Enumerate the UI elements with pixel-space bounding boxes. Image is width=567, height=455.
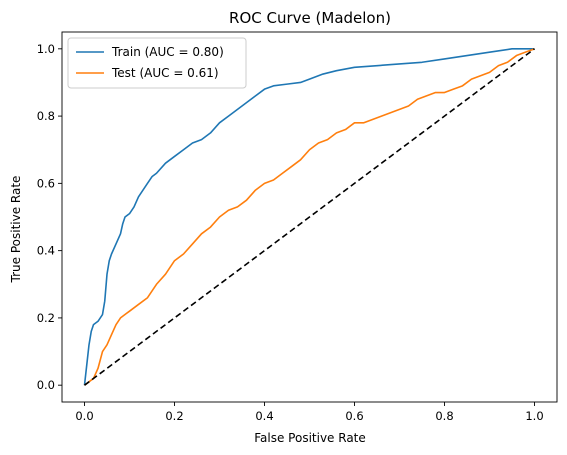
legend: Train (AUC = 0.80) Test (AUC = 0.61)	[67, 37, 247, 89]
y-axis-ticks: 0.0 0.2 0.4 0.6 0.8 1.0	[37, 42, 62, 392]
x-tick-label: 0.2	[165, 409, 183, 423]
axes-frame	[61, 31, 558, 403]
train-roc-line	[83, 48, 535, 386]
plot-area	[61, 31, 558, 403]
x-tick-label: 1.0	[525, 409, 543, 423]
legend-box	[67, 37, 247, 89]
test-roc-line	[84, 48, 535, 386]
x-tick-label: 0.6	[345, 409, 363, 423]
x-tick-label: 0.0	[75, 409, 93, 423]
y-tick-label: 0.4	[37, 244, 55, 258]
y-tick-label: 0.8	[37, 109, 55, 123]
x-axis-ticks: 0.0 0.2 0.4 0.6 0.8 1.0	[75, 402, 544, 423]
y-tick-label: 1.0	[37, 42, 55, 56]
y-axis-label: True Positive Rate	[9, 176, 23, 284]
y-tick-label: 0.0	[37, 378, 55, 392]
chart-title: ROC Curve (Madelon)	[229, 9, 391, 27]
x-tick-label: 0.4	[255, 409, 273, 423]
y-tick-label: 0.2	[37, 311, 55, 325]
y-tick-label: 0.6	[37, 176, 55, 190]
x-tick-label: 0.8	[435, 409, 453, 423]
legend-entry-label: Train (AUC = 0.80)	[111, 45, 224, 59]
x-axis-label: False Positive Rate	[254, 431, 366, 445]
legend-entry-label: Test (AUC = 0.61)	[111, 66, 219, 80]
chance-diagonal-line	[84, 48, 535, 386]
